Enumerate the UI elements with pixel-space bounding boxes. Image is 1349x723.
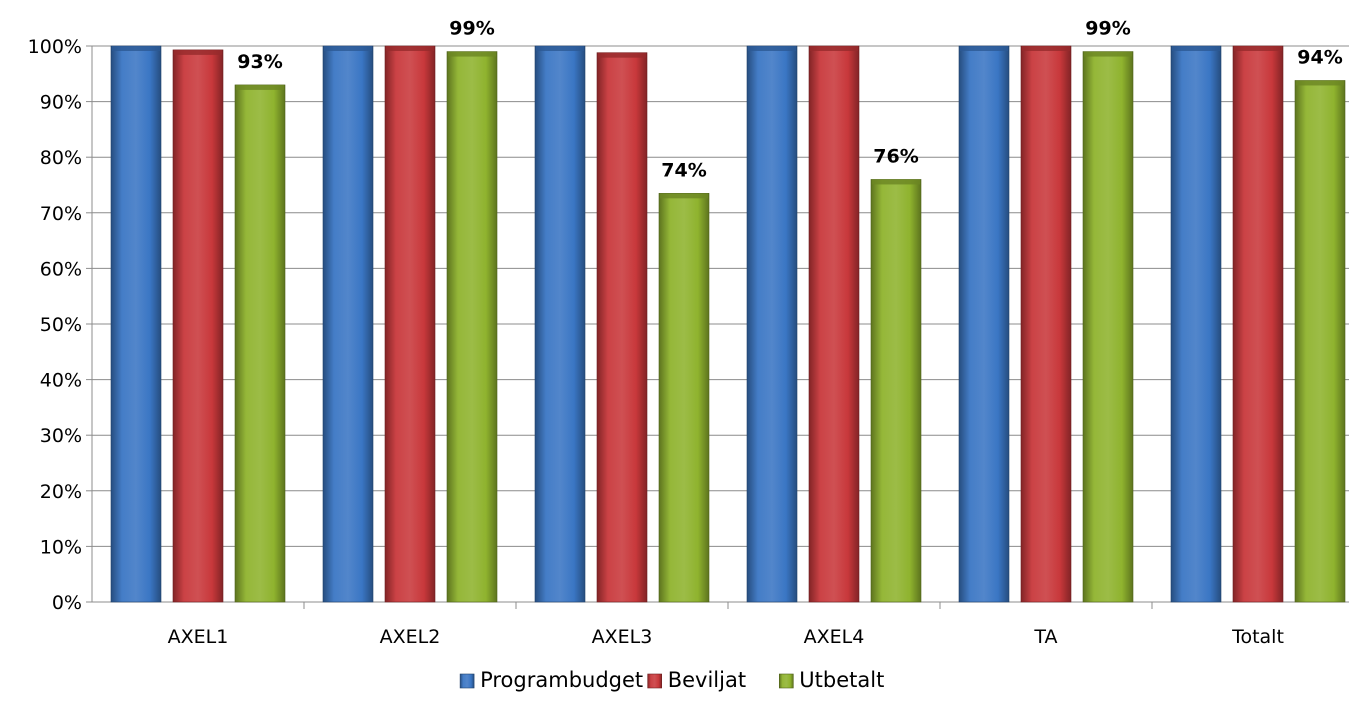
bar-cap <box>960 46 1008 51</box>
x-tick-label: AXEL1 <box>168 626 229 648</box>
bar-cap <box>810 46 858 51</box>
data-label: 99% <box>1085 18 1130 40</box>
legend-label-programbudget: Programbudget <box>480 668 643 692</box>
bar-programbudget-axel2 <box>322 45 374 603</box>
legend-swatch-programbudget <box>459 673 475 689</box>
bar-cap <box>448 51 496 57</box>
data-label: 76% <box>873 145 918 167</box>
x-tick-label: Totalt <box>1231 626 1284 648</box>
x-tick-label: AXEL4 <box>804 626 865 648</box>
bars <box>110 45 1346 603</box>
bar-utbetalt-axel3 <box>658 193 710 603</box>
gridlines <box>92 45 1349 547</box>
bar-cap <box>236 84 284 90</box>
y-tick-label: 20% <box>40 481 82 503</box>
legend-label-utbetalt: Utbetalt <box>799 668 884 692</box>
bar-cap <box>748 46 796 51</box>
x-tick-label: TA <box>1033 626 1057 648</box>
bar-cap <box>112 46 160 51</box>
y-tick-label: 100% <box>28 36 82 58</box>
bar-programbudget-ta <box>958 45 1010 603</box>
bar-cap <box>386 46 434 51</box>
y-tick-label: 80% <box>40 147 82 169</box>
y-tick-label: 50% <box>40 314 82 336</box>
bar-programbudget-axel1 <box>110 45 162 603</box>
y-tick-label: 10% <box>40 536 82 558</box>
legend: Programbudget Beviljat Utbetalt <box>459 668 884 692</box>
bar-utbetalt-axel2 <box>446 51 498 603</box>
bar-cap <box>174 49 222 55</box>
bar-utbetalt-axel1 <box>234 84 286 603</box>
data-label: 99% <box>449 18 494 40</box>
bar-cap <box>1022 46 1070 51</box>
bar-beviljat-axel2 <box>384 45 436 603</box>
y-tick-label: 60% <box>40 258 82 280</box>
bar-cap <box>1172 46 1220 51</box>
bar-utbetalt-axel4 <box>870 179 922 603</box>
y-tick-label: 70% <box>40 203 82 225</box>
data-label: 74% <box>661 159 706 181</box>
bar-cap <box>1296 80 1344 86</box>
data-labels: 93% 99% 74% 76% 99% 94% <box>237 18 1342 182</box>
bar-beviljat-axel4 <box>808 45 860 603</box>
y-tick-label: 30% <box>40 425 82 447</box>
bar-programbudget-axel4 <box>746 45 798 603</box>
legend-swatch-beviljat <box>647 673 663 689</box>
y-tick-label: 0% <box>52 592 82 614</box>
bar-cap <box>660 193 708 199</box>
bar-cap <box>1084 51 1132 57</box>
y-tick-label: 40% <box>40 370 82 392</box>
bar-beviljat-axel3 <box>596 52 648 603</box>
y-tick-label: 90% <box>40 92 82 114</box>
bar-beviljat-totalt <box>1232 45 1284 603</box>
legend-label-beviljat: Beviljat <box>668 668 746 692</box>
x-tick-label: AXEL2 <box>380 626 441 648</box>
bar-cap <box>598 52 646 58</box>
axes: 0% 10% 20% 30% 40% 50% 60% 70% 80% 90% 100% AXEL1 AX… <box>28 36 1349 648</box>
bar-cap <box>872 179 920 185</box>
bar-cap <box>1234 46 1282 51</box>
legend-swatch-utbetalt <box>778 673 794 689</box>
data-label: 94% <box>1297 46 1342 68</box>
bar-cap <box>536 46 584 51</box>
bar-beviljat-axel1 <box>172 49 224 603</box>
bar-utbetalt-totalt <box>1294 80 1346 603</box>
data-label: 93% <box>237 51 282 73</box>
x-tick-label: AXEL3 <box>592 626 653 648</box>
bar-beviljat-ta <box>1020 45 1072 603</box>
bar-utbetalt-ta <box>1082 51 1134 603</box>
bar-programbudget-totalt <box>1170 45 1222 603</box>
bar-cap <box>324 46 372 51</box>
bar-programbudget-axel3 <box>534 45 586 603</box>
